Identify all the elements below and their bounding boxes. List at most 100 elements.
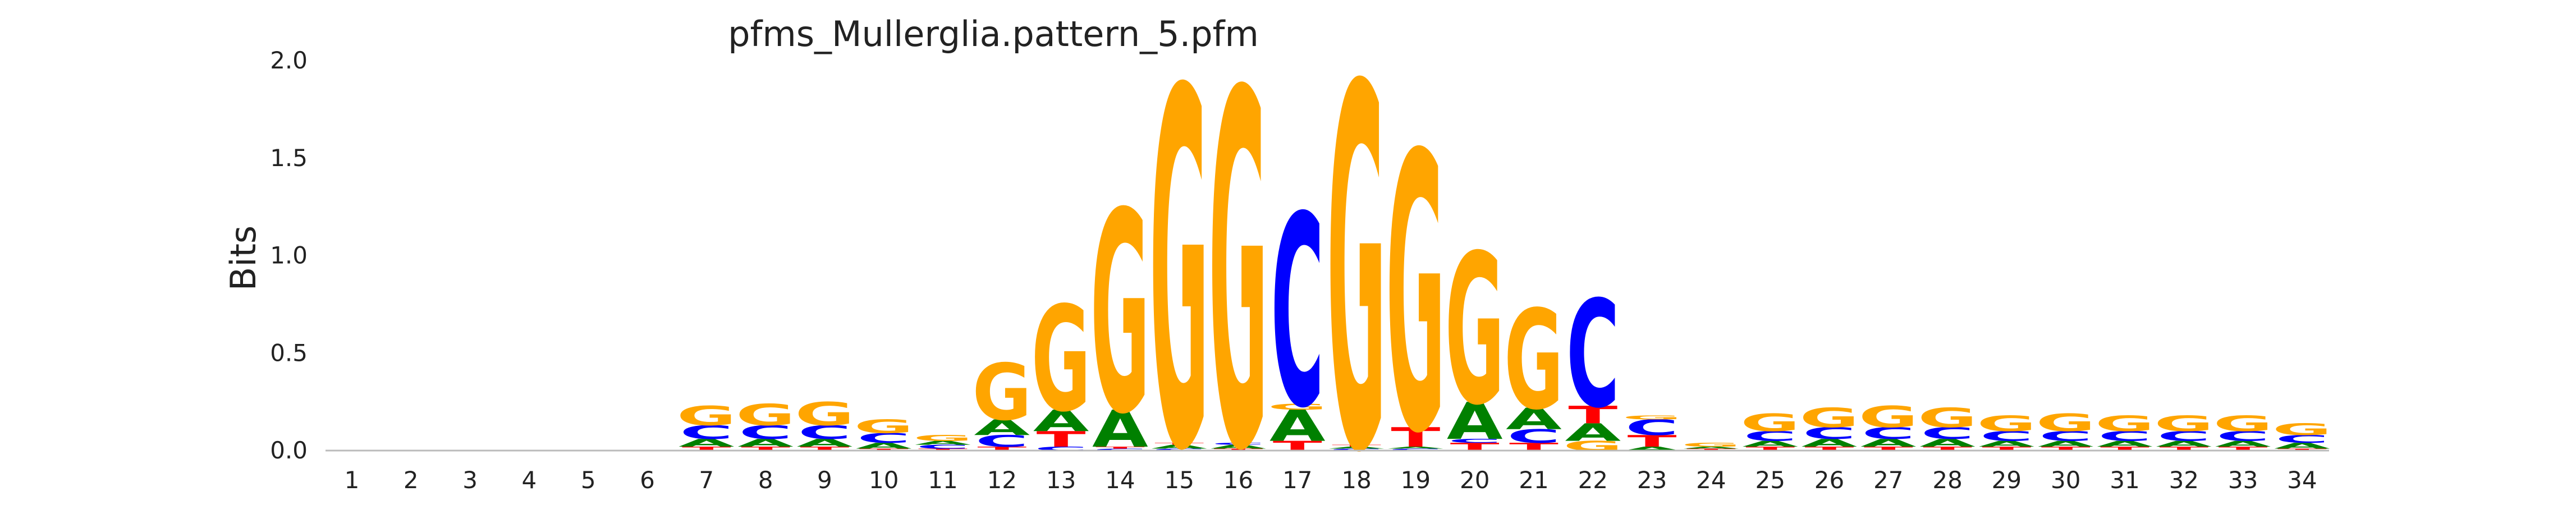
x-tick-label: 4 [522, 466, 537, 494]
logo-letter-C-pos-22: C [1566, 269, 1620, 440]
logo-letter-C-pos-14: C [1094, 448, 1147, 452]
x-tick-label: 34 [2287, 466, 2317, 494]
logo-letter-T-pos-27: T [1864, 446, 1913, 452]
x-tick-label: 33 [2228, 466, 2258, 494]
x-tick-label: 22 [1578, 466, 1608, 494]
logo-letter-G-pos-28: G [1918, 402, 1977, 433]
x-tick-label: 24 [1696, 466, 1726, 494]
logo-letter-G-pos-17: G [1268, 402, 1327, 412]
logo-letter-A-pos-20: A [1447, 392, 1503, 451]
x-tick-label: 6 [640, 466, 655, 494]
logo-letter-G-pos-24: G [1681, 442, 1741, 448]
logo-letter-C-pos-27: C [1862, 424, 1915, 443]
logo-letter-A-pos-26: A [1802, 437, 1858, 449]
logo-letter-C-pos-21: C [1507, 426, 1561, 448]
x-tick-label: 25 [1755, 466, 1785, 494]
logo-letter-A-pos-12: A [974, 415, 1030, 440]
logo-letter-G-pos-9: G [795, 395, 854, 433]
logo-letter-C-pos-19: C [1389, 448, 1442, 452]
x-tick-label: 31 [2110, 466, 2139, 494]
x-tick-label: 5 [581, 466, 596, 494]
logo-letter-G-pos-19: G [1386, 75, 1445, 505]
x-tick-label: 16 [1223, 466, 1253, 494]
x-tick-label: 21 [1519, 466, 1548, 494]
logo-letter-T-pos-30: T [2041, 446, 2091, 452]
logo-letter-A-pos-23: A [1624, 446, 1680, 452]
x-tick-label: 18 [1341, 466, 1371, 494]
x-tick-label: 8 [758, 466, 773, 494]
logo-letter-C-pos-31: C [2098, 429, 2152, 444]
logo-letter-C-pos-15: C [1153, 448, 1206, 452]
logo-letter-C-pos-10: C [857, 430, 910, 446]
x-tick-label: 11 [928, 466, 957, 494]
y-tick-label: 1.0 [270, 242, 308, 269]
logo-letter-C-pos-30: C [2039, 429, 2092, 444]
logo-letter-T-pos-16: T [1214, 448, 1263, 452]
logo-letter-T-pos-26: T [1805, 446, 1854, 452]
logo-letter-A-pos-8: A [737, 437, 794, 449]
x-tick-label: 23 [1637, 466, 1667, 494]
logo-letter-A-pos-19: A [1388, 446, 1444, 449]
logo-letter-G-pos-30: G [2036, 409, 2096, 437]
y-tick-label: 2.0 [270, 47, 308, 74]
logo-letter-A-pos-29: A [1979, 439, 2035, 449]
logo-letter-T-pos-11: T [918, 448, 968, 452]
logo-letter-A-pos-15: A [1151, 444, 1207, 450]
logo-letter-G-pos-34: G [2272, 420, 2332, 439]
x-tick-label: 17 [1282, 466, 1312, 494]
logo-letter-G-pos-13: G [1032, 276, 1091, 444]
logo-letter-A-pos-22: A [1565, 419, 1621, 447]
x-tick-label: 27 [1873, 466, 1903, 494]
logo-letter-C-pos-26: C [1803, 424, 1856, 443]
y-tick-label: 1.5 [270, 144, 308, 172]
logo-letter-C-pos-32: C [2157, 429, 2211, 444]
logo-letter-A-pos-10: A [856, 441, 912, 451]
logo-letter-G-pos-14: G [1090, 154, 1150, 475]
logo-letter-T-pos-14: T [1096, 446, 1145, 449]
logo-letter-A-pos-24: A [1683, 446, 1739, 449]
logo-letter-T-pos-18: T [1332, 444, 1381, 448]
logo-letter-A-pos-16: A [1211, 444, 1267, 450]
logo-letter-G-pos-15: G [1149, 0, 1209, 505]
logo-letter-G-pos-23: G [1622, 415, 1682, 421]
logo-letter-T-pos-25: T [1745, 446, 1795, 452]
logo-letter-C-pos-17: C [1271, 160, 1324, 466]
logo-letter-G-pos-21: G [1504, 281, 1564, 440]
logo-letter-A-pos-9: A [797, 437, 853, 449]
logo-letter-G-pos-18: G [1327, 0, 1386, 505]
logo-letter-A-pos-17: A [1269, 401, 1326, 451]
y-tick-label: 0.0 [270, 437, 308, 464]
x-tick-label: 29 [1992, 466, 2022, 494]
logo-letter-A-pos-11: A [915, 440, 971, 446]
logo-letter-T-pos-15: T [1154, 442, 1204, 446]
logo-letter-C-pos-18: C [1330, 448, 1383, 452]
logo-letter-G-pos-25: G [1740, 409, 1800, 437]
logo-letter-C-pos-33: C [2216, 429, 2270, 444]
logo-letter-T-pos-24: T [1686, 448, 1736, 452]
logo-letter-A-pos-21: A [1506, 402, 1562, 437]
logo-letter-C-pos-34: C [2276, 433, 2329, 445]
logo-letter-C-pos-16: C [1212, 442, 1265, 446]
x-tick-label: 3 [462, 466, 478, 494]
x-tick-label: 13 [1046, 466, 1076, 494]
logo-letter-A-pos-13: A [1033, 404, 1089, 438]
y-tick-label: 0.5 [270, 339, 308, 366]
logo-letter-C-pos-28: C [1921, 424, 1974, 443]
logo-letter-T-pos-9: T [800, 446, 849, 452]
logo-letter-G-pos-33: G [2213, 411, 2273, 436]
logo-letter-C-pos-29: C [1980, 429, 2033, 444]
logo-letter-G-pos-11: G [913, 433, 973, 443]
logo-letter-A-pos-34: A [2274, 441, 2330, 451]
logo-letter-A-pos-31: A [2097, 439, 2153, 449]
logo-letter-A-pos-32: A [2156, 439, 2212, 449]
logo-letter-C-pos-11: C [916, 444, 970, 450]
logo-letter-G-pos-16: G [1209, 0, 1268, 505]
logo-letter-G-pos-26: G [1800, 402, 1859, 433]
x-tick-label: 32 [2169, 466, 2199, 494]
x-tick-label: 10 [869, 466, 899, 494]
x-tick-label: 9 [817, 466, 832, 494]
logo-letter-G-pos-31: G [2095, 411, 2155, 436]
logo-letter-C-pos-25: C [1744, 429, 1797, 444]
logo-letter-A-pos-7: A [679, 437, 735, 449]
logo-letter-T-pos-19: T [1391, 422, 1440, 453]
